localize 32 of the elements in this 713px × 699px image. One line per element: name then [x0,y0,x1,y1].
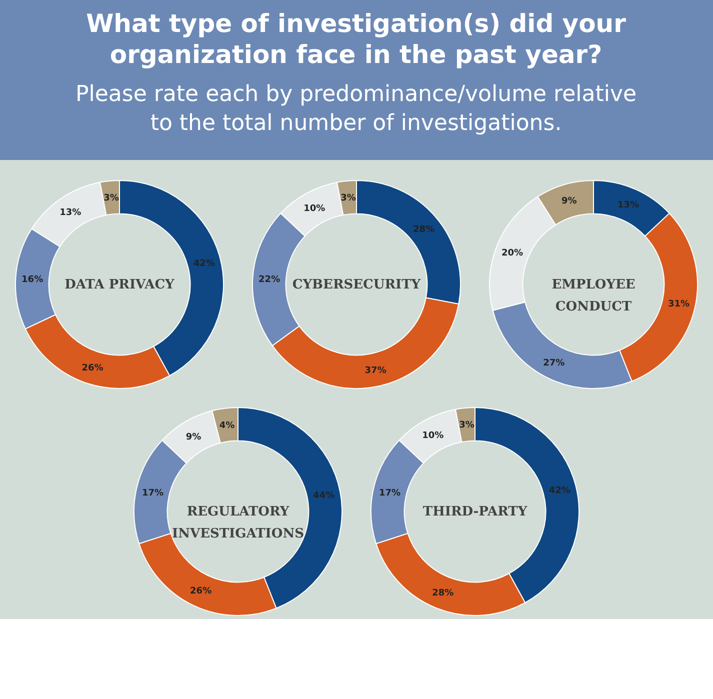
data-label: 26% [190,586,212,597]
data-label: 17% [378,488,401,498]
data-label: 44% [313,491,335,502]
text: DATA PRIVACY [64,278,176,292]
text: What type of investigation(s) did your organization face in the past year? [86,9,627,69]
data-label: 22% [258,275,280,286]
text: EMPLOYEE CONDUCT [552,278,636,314]
text: CYBERSECURITY [292,278,422,292]
data-label: 17% [142,488,164,498]
text: Please rate each by predominance/volume relative to the total number of investigations. [75,82,637,136]
data-label: 13% [60,208,82,218]
data-label: 13% [617,200,639,210]
data-label: 10% [422,430,444,441]
data-label: 4% [219,420,235,431]
data-label: 3% [104,194,119,204]
data-label: 42% [193,258,215,269]
data-label: 10% [304,204,326,214]
data-label: 26% [82,364,104,374]
data-label: 42% [548,486,570,496]
data-label: 3% [340,194,356,204]
data-label: 3% [459,420,474,431]
data-label: 28% [413,224,435,235]
data-label: 28% [432,588,454,599]
data-label: 20% [502,248,524,258]
data-label: 9% [186,432,202,442]
data-label: 31% [668,300,690,310]
data-label: 27% [543,358,565,368]
data-label: 16% [22,275,44,286]
text: REGULATORY INVESTIGATIONS [172,504,304,542]
data-label: 9% [561,196,577,207]
text: THIRD-PARTY [422,504,528,520]
data-label: 37% [364,366,386,376]
